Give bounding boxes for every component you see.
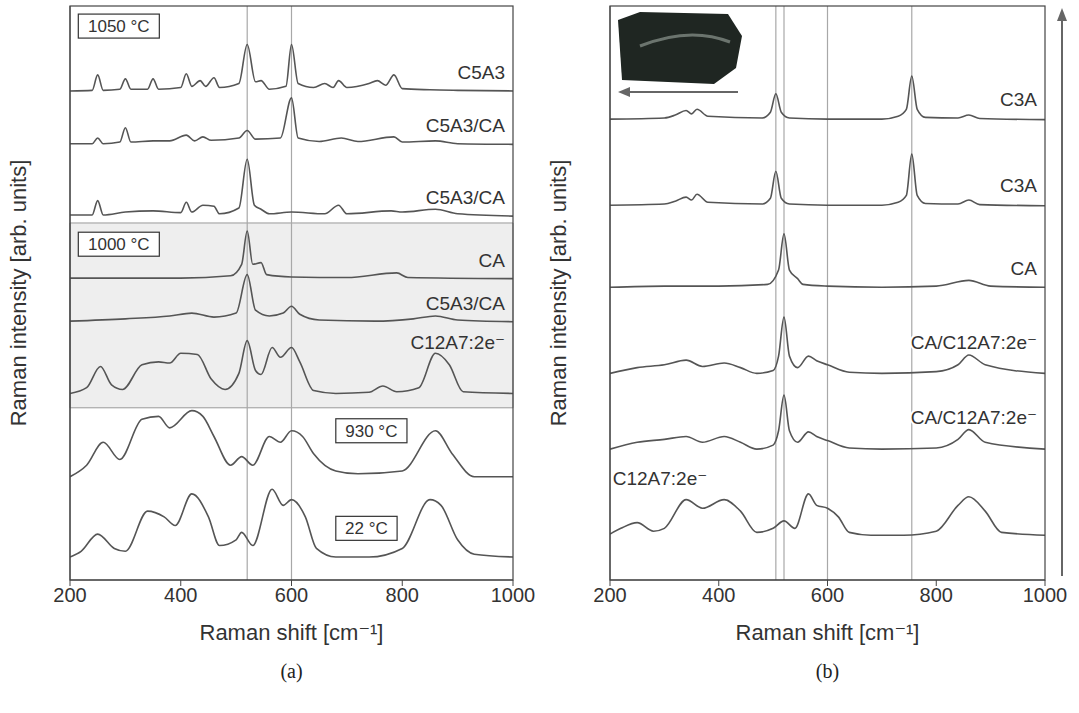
html-text:(a): (a)	[280, 660, 303, 682]
svg-text:600: 600	[275, 584, 308, 606]
svg-text:Raman intensity [arb. units]: Raman intensity [arb. units]	[546, 160, 571, 427]
svg-text:C5A3: C5A3	[457, 62, 505, 83]
svg-text:1050 °C: 1050 °C	[88, 17, 150, 36]
svg-text:400: 400	[702, 584, 735, 606]
svg-text:200: 200	[53, 584, 86, 606]
svg-text:800: 800	[920, 584, 953, 606]
svg-text:1000: 1000	[491, 584, 536, 606]
svg-text:200: 200	[593, 584, 626, 606]
svg-text:930 °C: 930 °C	[345, 422, 397, 441]
svg-text:1000: 1000	[1023, 584, 1068, 606]
svg-text:800: 800	[386, 584, 419, 606]
svg-text:CA/C12A7:2e⁻: CA/C12A7:2e⁻	[911, 407, 1037, 428]
svg-text:600: 600	[811, 584, 844, 606]
svg-text:22 °C: 22 °C	[345, 519, 388, 538]
svg-text:C5A3/CA: C5A3/CA	[426, 293, 506, 314]
svg-text:C3A: C3A	[1000, 175, 1037, 196]
svg-text:CA/C12A7:2e⁻: CA/C12A7:2e⁻	[911, 332, 1037, 353]
svg-text:Raman shift [cm⁻¹]: Raman shift [cm⁻¹]	[736, 620, 920, 645]
svg-text:C3A: C3A	[1000, 89, 1037, 110]
svg-text:400: 400	[164, 584, 197, 606]
svg-text:1000 °C: 1000 °C	[88, 235, 150, 254]
html-text:(b): (b)	[815, 660, 840, 682]
svg-text:Raman intensity [arb. units]: Raman intensity [arb. units]	[6, 160, 31, 427]
svg-text:C12A7:2e⁻: C12A7:2e⁻	[410, 332, 505, 353]
svg-text:C12A7:2e⁻: C12A7:2e⁻	[613, 468, 708, 489]
svg-text:C5A3/CA: C5A3/CA	[426, 187, 506, 208]
svg-text:CA: CA	[479, 250, 506, 271]
svg-text:Raman shift [cm⁻¹]: Raman shift [cm⁻¹]	[200, 620, 384, 645]
svg-text:C5A3/CA: C5A3/CA	[426, 115, 506, 136]
svg-text:CA: CA	[1011, 258, 1038, 279]
